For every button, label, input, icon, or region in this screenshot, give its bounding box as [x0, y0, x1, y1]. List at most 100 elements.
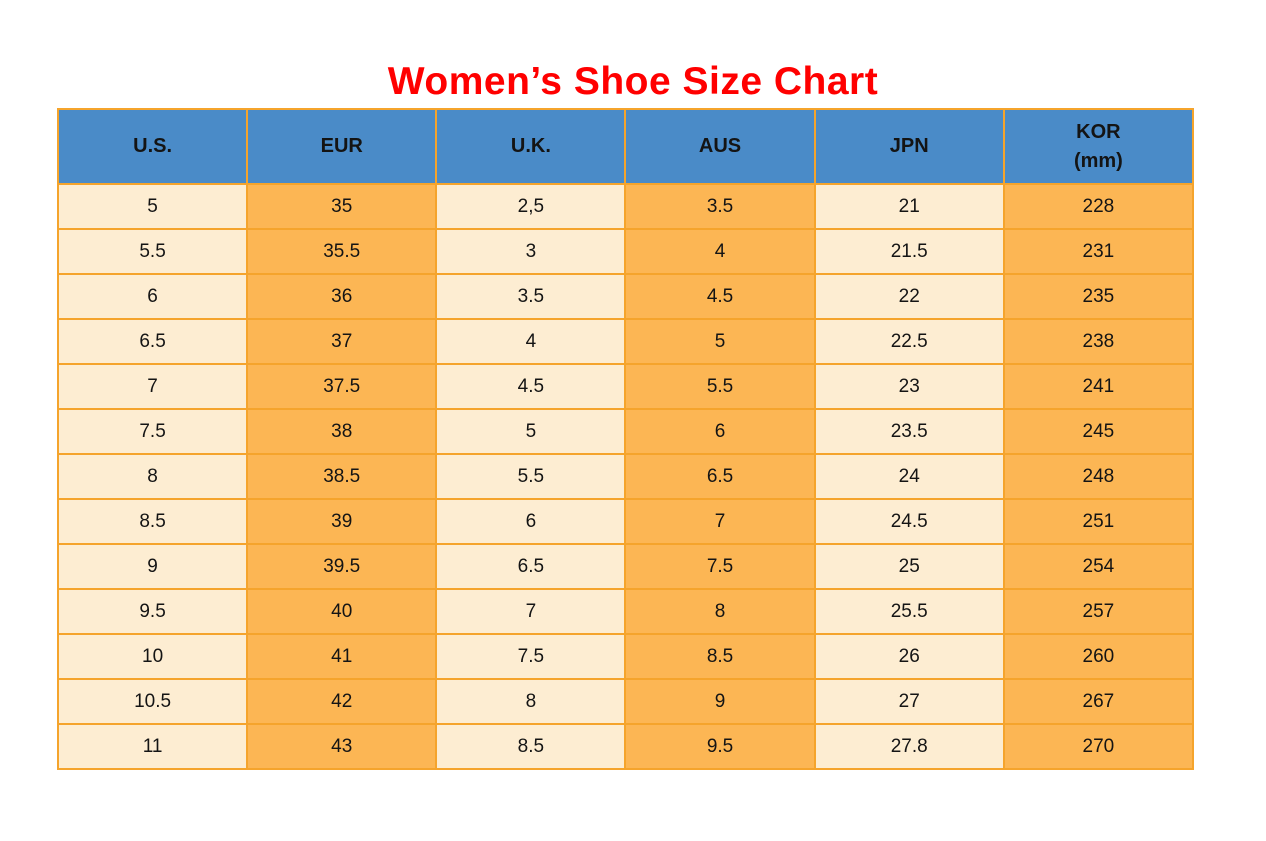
- table-cell: 38: [246, 408, 438, 455]
- table-row: 8 38.5 5.5 6.5 24 248: [56, 453, 1195, 500]
- column-header-jpn: JPN: [813, 108, 1005, 185]
- table-cell: 7: [56, 363, 249, 410]
- table-cell: 11: [56, 723, 249, 770]
- table-cell: 26: [813, 633, 1005, 680]
- table-cell: 27: [813, 678, 1005, 725]
- table-cell: 24.5: [813, 498, 1005, 545]
- table-cell: 235: [1002, 273, 1195, 320]
- table-cell: 40: [246, 588, 438, 635]
- table-cell: 24: [813, 453, 1005, 500]
- table-cell: 37.5: [246, 363, 438, 410]
- table-row: 7.5 38 5 6 23.5 245: [56, 408, 1195, 455]
- table-cell: 6: [624, 408, 816, 455]
- table-cell: 2,5: [435, 183, 627, 230]
- table-cell: 267: [1002, 678, 1195, 725]
- table-cell: 270: [1002, 723, 1195, 770]
- table-row: 7 37.5 4.5 5.5 23 241: [56, 363, 1195, 410]
- table-cell: 5: [56, 183, 249, 230]
- table-cell: 260: [1002, 633, 1195, 680]
- table-cell: 41: [246, 633, 438, 680]
- table-row: 10.5 42 8 9 27 267: [56, 678, 1195, 725]
- table-cell: 22: [813, 273, 1005, 320]
- table-cell: 5.5: [624, 363, 816, 410]
- table-cell: 257: [1002, 588, 1195, 635]
- column-header-us: U.S.: [56, 108, 249, 185]
- table-row: 5 35 2,5 3.5 21 228: [56, 183, 1195, 230]
- table-cell: 241: [1002, 363, 1195, 410]
- table-cell: 238: [1002, 318, 1195, 365]
- table-cell: 5: [435, 408, 627, 455]
- table-row: 5.5 35.5 3 4 21.5 231: [56, 228, 1195, 275]
- table-body: 5 35 2,5 3.5 21 228 5.5 35.5 3 4 21.5 231 6 36 3.5 4.5 2…: [56, 183, 1195, 770]
- table-cell: 6: [56, 273, 249, 320]
- table-cell: 25.5: [813, 588, 1005, 635]
- table-header: U.S. EUR U.K. AUS JPN KOR (mm): [56, 108, 1195, 185]
- table-cell: 6.5: [56, 318, 249, 365]
- table-cell: 10.5: [56, 678, 249, 725]
- column-header-eur: EUR: [246, 108, 438, 185]
- column-header-uk: U.K.: [435, 108, 627, 185]
- table-cell: 6: [435, 498, 627, 545]
- table-cell: 8.5: [435, 723, 627, 770]
- page-title: Women’s Shoe Size Chart: [387, 60, 879, 104]
- table-row: 11 43 8.5 9.5 27.8 270: [56, 723, 1195, 770]
- table-cell: 7.5: [624, 543, 816, 590]
- size-chart-container: U.S. EUR U.K. AUS JPN KOR (mm) 5 35 2,5 3.5…: [56, 108, 1195, 770]
- table-cell: 231: [1002, 228, 1195, 275]
- table-cell: 228: [1002, 183, 1195, 230]
- table-cell: 39: [246, 498, 438, 545]
- header-row: U.S. EUR U.K. AUS JPN KOR (mm): [56, 108, 1195, 185]
- table-cell: 23.5: [813, 408, 1005, 455]
- table-row: 9.5 40 7 8 25.5 257: [56, 588, 1195, 635]
- table-cell: 43: [246, 723, 438, 770]
- table-cell: 7.5: [56, 408, 249, 455]
- table-cell: 3: [435, 228, 627, 275]
- column-header-aus: AUS: [624, 108, 816, 185]
- table-cell: 4: [435, 318, 627, 365]
- table-cell: 36: [246, 273, 438, 320]
- table-cell: 5.5: [56, 228, 249, 275]
- table-cell: 4: [624, 228, 816, 275]
- table-cell: 23: [813, 363, 1005, 410]
- table-cell: 25: [813, 543, 1005, 590]
- table-cell: 5: [624, 318, 816, 365]
- table-cell: 254: [1002, 543, 1195, 590]
- table-cell: 7: [624, 498, 816, 545]
- table-cell: 9: [56, 543, 249, 590]
- table-cell: 6.5: [624, 453, 816, 500]
- table-cell: 22.5: [813, 318, 1005, 365]
- table-cell: 7.5: [435, 633, 627, 680]
- table-cell: 21: [813, 183, 1005, 230]
- table-cell: 9: [624, 678, 816, 725]
- table-cell: 4.5: [435, 363, 627, 410]
- table-cell: 248: [1002, 453, 1195, 500]
- table-cell: 21.5: [813, 228, 1005, 275]
- table-cell: 35.5: [246, 228, 438, 275]
- table-cell: 42: [246, 678, 438, 725]
- table-cell: 27.8: [813, 723, 1005, 770]
- table-cell: 3.5: [624, 183, 816, 230]
- table-cell: 9.5: [56, 588, 249, 635]
- table-cell: 8.5: [56, 498, 249, 545]
- table-cell: 10: [56, 633, 249, 680]
- size-chart-table: U.S. EUR U.K. AUS JPN KOR (mm) 5 35 2,5 3.5…: [56, 108, 1195, 770]
- table-cell: 5.5: [435, 453, 627, 500]
- table-cell: 251: [1002, 498, 1195, 545]
- table-cell: 9.5: [624, 723, 816, 770]
- table-row: 10 41 7.5 8.5 26 260: [56, 633, 1195, 680]
- table-cell: 6.5: [435, 543, 627, 590]
- table-row: 6.5 37 4 5 22.5 238: [56, 318, 1195, 365]
- column-header-kor: KOR (mm): [1002, 108, 1195, 185]
- table-cell: 245: [1002, 408, 1195, 455]
- table-cell: 7: [435, 588, 627, 635]
- table-row: 9 39.5 6.5 7.5 25 254: [56, 543, 1195, 590]
- table-cell: 8: [56, 453, 249, 500]
- table-cell: 35: [246, 183, 438, 230]
- table-cell: 39.5: [246, 543, 438, 590]
- table-cell: 37: [246, 318, 438, 365]
- table-cell: 4.5: [624, 273, 816, 320]
- table-row: 8.5 39 6 7 24.5 251: [56, 498, 1195, 545]
- table-row: 6 36 3.5 4.5 22 235: [56, 273, 1195, 320]
- table-cell: 8.5: [624, 633, 816, 680]
